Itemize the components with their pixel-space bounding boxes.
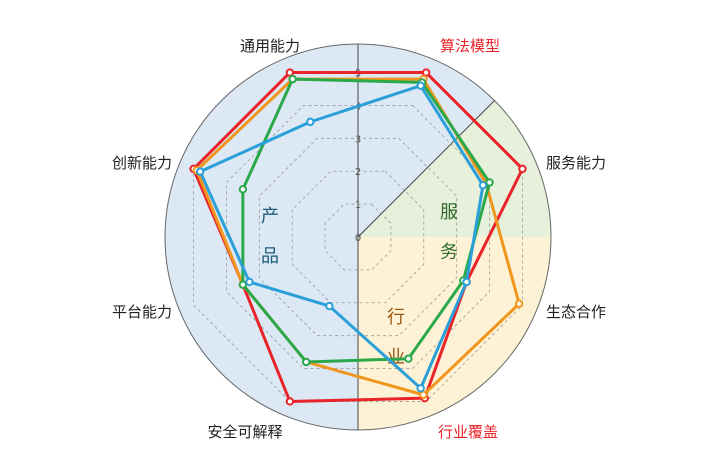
series-point-3 <box>404 354 413 363</box>
sector-label: 行 <box>387 307 405 328</box>
series-point-2 <box>419 390 428 400</box>
axis-label: 服务能力 <box>546 154 606 172</box>
axis-label: 行业覆盖 <box>438 423 498 441</box>
axis-label: 算法模型 <box>440 37 500 55</box>
radial-tick-label: 2 <box>355 167 361 178</box>
series-point-4 <box>416 81 425 90</box>
series-point-1 <box>421 68 431 77</box>
series-point-3 <box>302 357 311 367</box>
radial-tick-label: 3 <box>355 134 361 145</box>
grid-ring <box>226 105 490 369</box>
sector-service-bg <box>358 100 551 238</box>
grid-ring <box>258 137 458 337</box>
series-point-4 <box>462 277 471 287</box>
series-point-1 <box>518 164 527 174</box>
sector-label: 服 <box>440 202 458 223</box>
series-point-4 <box>325 301 334 311</box>
series-point-1 <box>285 68 295 77</box>
outer-circle <box>164 43 552 431</box>
radial-tick-label: 1 <box>355 200 361 211</box>
radial-tick-label: 0 <box>355 233 361 244</box>
series-point-4 <box>195 167 205 176</box>
series-point-4 <box>478 181 488 190</box>
axis-label: 安全可解释 <box>207 423 282 441</box>
series-point-4 <box>245 277 254 287</box>
sector-divider <box>357 100 495 238</box>
series-point-4 <box>416 384 425 393</box>
sector-label: 品 <box>261 246 279 267</box>
axis-label: 通用能力 <box>240 37 300 55</box>
series-point-3 <box>238 185 248 194</box>
series-point-3 <box>485 178 494 187</box>
series-point-4 <box>306 117 315 127</box>
sector-industry-bg <box>358 237 551 430</box>
series-point-2 <box>514 299 524 308</box>
sector-label: 务 <box>440 242 458 263</box>
axis-label: 平台能力 <box>112 303 172 321</box>
axis-label: 生态合作 <box>546 303 606 321</box>
series-point-3 <box>238 280 248 289</box>
sector-label: 产 <box>261 206 279 227</box>
axis-label: 创新能力 <box>112 154 172 172</box>
series-point-1 <box>285 397 295 406</box>
grid-ring <box>324 203 392 271</box>
series-point-3 <box>288 74 297 84</box>
